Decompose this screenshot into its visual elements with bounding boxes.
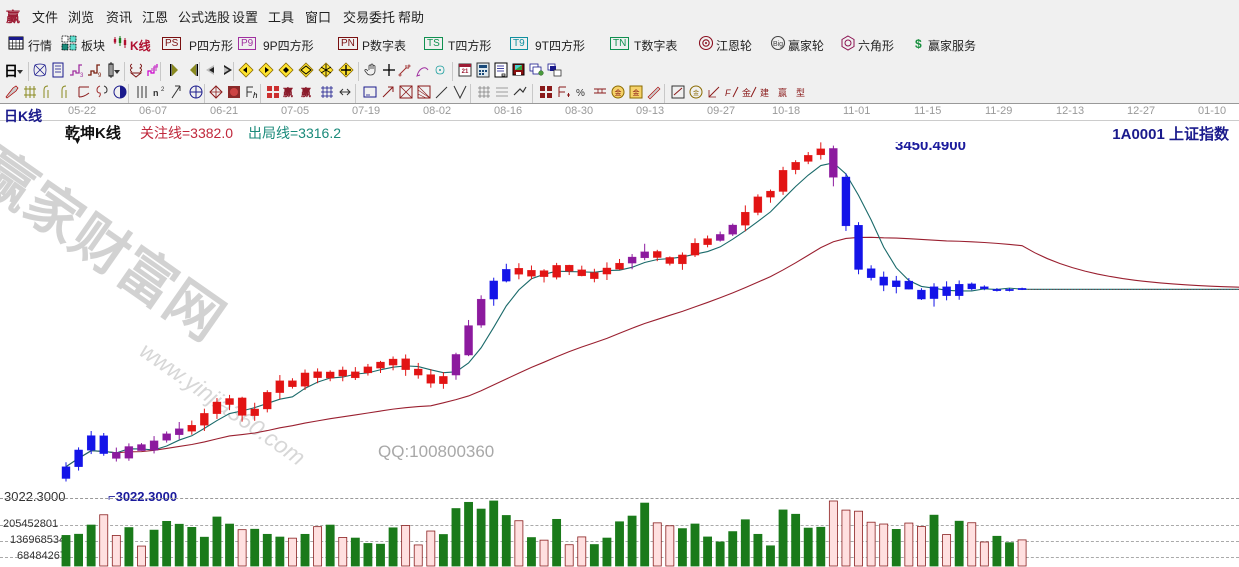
svg-text:9: 9 — [98, 73, 102, 78]
svg-text:金: 金 — [742, 87, 751, 98]
svg-text:3: 3 — [80, 73, 84, 78]
svg-text:赢: 赢 — [283, 86, 293, 99]
svg-text:型: 型 — [796, 88, 805, 98]
svg-text:金: 金 — [633, 88, 640, 97]
svg-text:Big: Big — [773, 41, 783, 48]
svg-text:赢: 赢 — [301, 86, 311, 99]
svg-text:金: 金 — [693, 89, 699, 97]
svg-text:建: 建 — [760, 87, 769, 98]
svg-text:赢: 赢 — [778, 87, 787, 98]
svg-text:F: F — [725, 88, 731, 98]
svg-text:h: h — [253, 91, 258, 100]
svg-text:金: 金 — [615, 88, 622, 97]
svg-text:%: % — [576, 88, 585, 99]
svg-text:21: 21 — [462, 69, 469, 75]
svg-text:n: n — [153, 88, 159, 98]
svg-text:2: 2 — [161, 87, 165, 93]
